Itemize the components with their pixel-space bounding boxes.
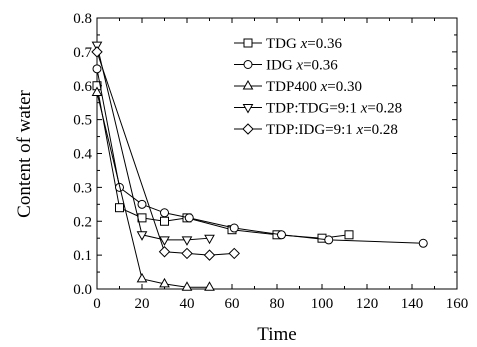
- legend-label: IDG x=0.36: [266, 58, 338, 74]
- y-tick-label: 0.0: [73, 282, 92, 298]
- legend-marker: [242, 104, 254, 114]
- legend-value: =0.30: [327, 79, 362, 95]
- legend-item: TDP:TDG=9:1 x=0.28: [234, 101, 402, 117]
- series-layer: [91, 41, 428, 291]
- y-axis-title: Content of water: [14, 89, 35, 217]
- y-tick-label: 0.8: [73, 11, 92, 27]
- data-point: [91, 41, 103, 52]
- series-line: [96, 44, 210, 241]
- data-point: [92, 64, 102, 74]
- y-tick-label: 0.2: [73, 214, 92, 230]
- legend-item: TDP:IDG=9:1 x=0.28: [234, 122, 398, 138]
- series-3: [91, 41, 215, 246]
- data-point: [344, 230, 354, 240]
- x-tick-label: 160: [446, 296, 469, 312]
- data-point: [159, 236, 170, 246]
- x-tick-label: 0: [93, 296, 101, 312]
- legend-item: TDG x=0.36: [234, 36, 342, 52]
- legend-variable: x: [300, 36, 308, 52]
- data-point: [91, 86, 103, 97]
- y-tick-label: 0.5: [73, 113, 92, 129]
- legend-marker: [243, 60, 253, 69]
- x-tick-label: 140: [401, 296, 424, 312]
- legend-series-name: TDP:IDG=9:1: [266, 122, 357, 138]
- y-tick-label: 0.6: [73, 79, 92, 95]
- x-axis-title: Time: [257, 324, 296, 345]
- legend-variable: x: [320, 79, 328, 95]
- legend-series-name: IDG: [266, 58, 296, 74]
- data-point: [204, 281, 215, 291]
- data-point: [159, 277, 170, 288]
- legend-value: =0.36: [303, 58, 338, 74]
- x-tick-label: 120: [356, 296, 379, 312]
- legend-label: TDG x=0.36: [266, 36, 342, 52]
- series-line: [96, 92, 210, 288]
- x-tick-label: 20: [135, 296, 150, 312]
- legend-marker: [242, 123, 254, 135]
- data-point: [137, 199, 147, 209]
- data-point: [277, 230, 286, 240]
- y-tick-label: 0.7: [73, 45, 92, 61]
- x-tick-label: 40: [180, 296, 195, 312]
- data-point: [158, 246, 171, 258]
- legend-item: IDG x=0.36: [234, 58, 338, 74]
- y-tick-label: 0.4: [73, 147, 92, 163]
- legend-value: =0.28: [363, 122, 398, 138]
- data-point: [181, 247, 193, 260]
- data-point: [418, 238, 428, 248]
- data-point: [160, 208, 169, 218]
- legend-variable: x: [360, 101, 368, 117]
- legend-series-name: TDG: [266, 36, 301, 52]
- legend-value: =0.36: [307, 36, 342, 52]
- legend-variable: x: [295, 58, 303, 74]
- data-point: [136, 272, 148, 283]
- data-point: [137, 213, 147, 223]
- data-point: [181, 236, 193, 246]
- legend-marker: [243, 38, 253, 48]
- legend-label: TDP:IDG=9:1 x=0.28: [266, 122, 398, 138]
- data-point: [204, 234, 215, 245]
- data-point: [136, 231, 148, 241]
- legend-label: TDP:TDG=9:1 x=0.28: [266, 101, 402, 117]
- y-tick-label: 0.1: [73, 248, 92, 264]
- data-point: [184, 213, 194, 223]
- y-axis-ticks: 0.0 0.1 0.2 0.3 0.4 0.5 0.6 0.7 0.8: [73, 11, 457, 298]
- legend-item: TDP400 x=0.30: [234, 79, 362, 95]
- x-tick-label: 60: [225, 296, 240, 312]
- data-point: [324, 235, 334, 245]
- series-4: [91, 46, 240, 261]
- legend-series-name: TDP:TDG=9:1: [266, 101, 361, 117]
- legend-series-name: TDP400: [266, 79, 321, 95]
- legend-value: =0.28: [367, 101, 402, 117]
- data-point: [115, 203, 124, 213]
- series-2: [91, 86, 215, 291]
- x-tick-label: 80: [270, 296, 285, 312]
- data-point: [229, 223, 239, 233]
- legend-variable: x: [356, 122, 364, 138]
- data-point: [160, 216, 169, 226]
- legend-marker: [242, 79, 254, 90]
- data-point: [203, 249, 216, 261]
- data-point: [181, 281, 193, 291]
- x-axis-ticks: 0 20 40 60 80 100 120 140 160: [93, 18, 468, 312]
- x-tick-label: 100: [311, 296, 334, 312]
- y-tick-label: 0.3: [73, 180, 92, 196]
- data-point: [228, 247, 240, 260]
- data-point: [91, 46, 103, 58]
- legend-label: TDP400 x=0.30: [266, 79, 362, 95]
